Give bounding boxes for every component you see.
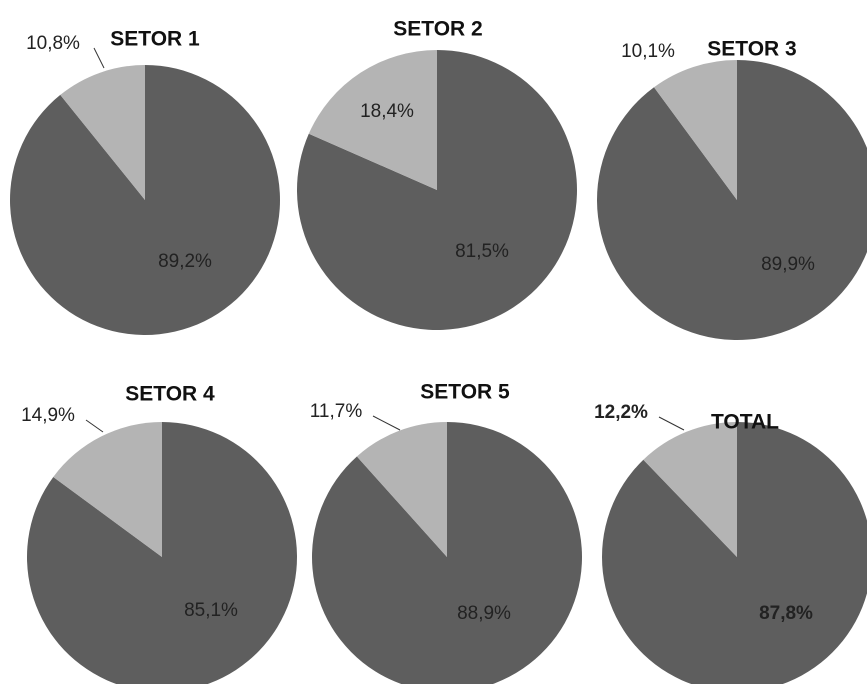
leader-line [372,415,401,431]
slice-label: 85,1% [184,600,238,621]
slice-label: 88,9% [457,603,511,624]
slice-label: 10,8% [26,33,80,54]
pie-slice [597,60,867,340]
slice-label: 89,9% [761,254,815,275]
slice-label: 81,5% [455,241,509,262]
chart-title: SETOR 1 [110,28,200,51]
chart-title: TOTAL [711,411,779,434]
chart-title: SETOR 2 [393,18,482,41]
leader-line [658,416,685,431]
slice-label: 89,2% [158,251,212,272]
pie-slice [27,422,297,684]
chart-title: SETOR 4 [125,383,215,406]
pie-slice [308,49,437,190]
pie-slice [53,422,163,557]
leader-line [93,47,105,69]
pie-slice [654,60,737,200]
pie-slice [60,65,145,200]
leader-line [85,419,104,433]
slice-label: 87,8% [759,603,813,624]
slice-label: 10,1% [621,41,675,62]
slice-label: 18,4% [360,101,414,122]
pie-slice [643,422,737,557]
pie-slice [312,422,582,684]
slice-label: 12,2% [594,402,648,423]
pie-slice [356,422,447,557]
chart-title: SETOR 3 [707,38,796,61]
pie-slice [602,422,867,684]
slice-label: 11,7% [310,401,363,422]
slice-label: 14,9% [21,405,75,426]
chart-title: SETOR 5 [420,381,510,404]
